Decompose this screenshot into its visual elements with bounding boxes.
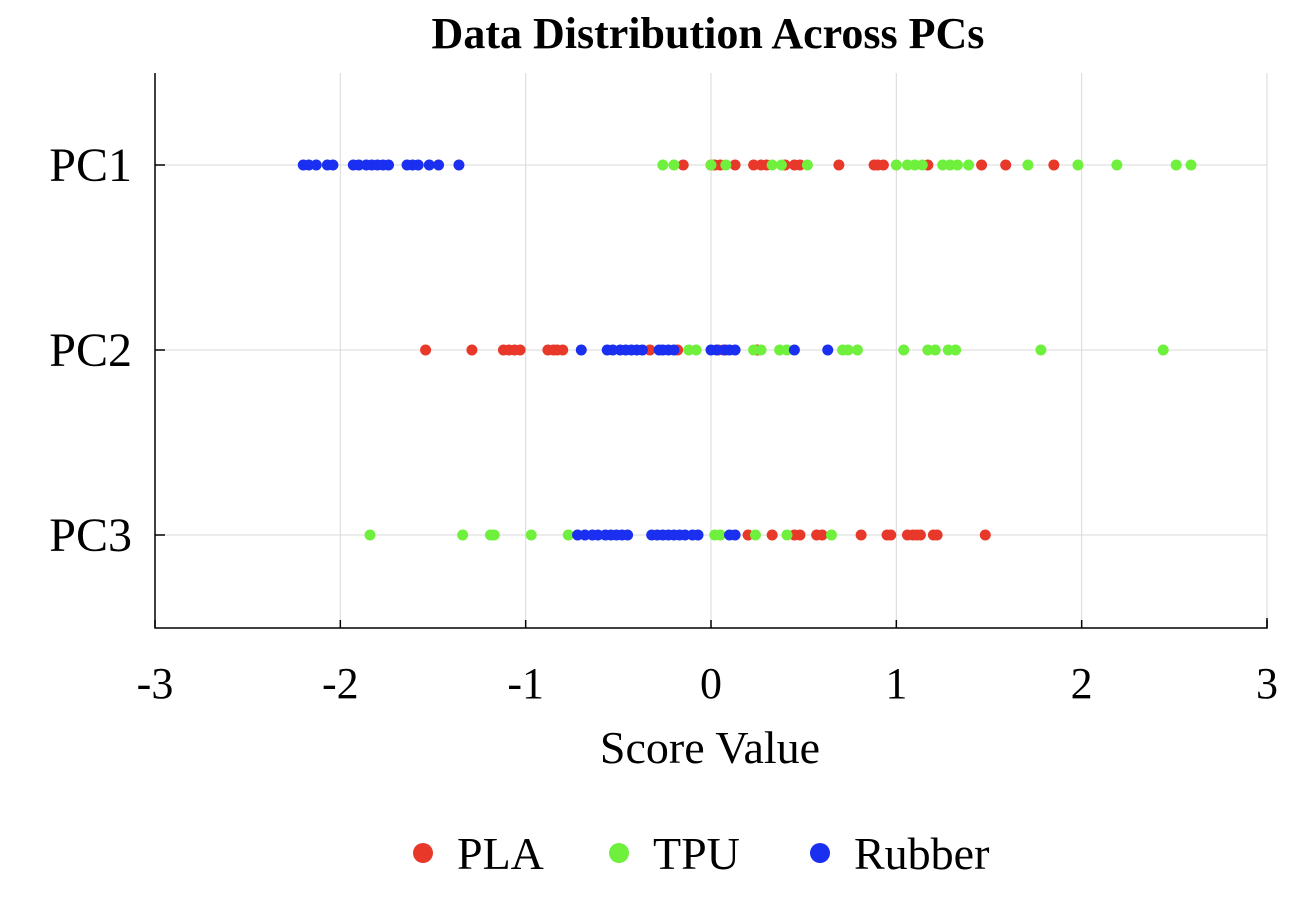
data-point-pla <box>794 529 806 541</box>
data-point-tpu <box>749 529 761 541</box>
data-point-pla <box>466 344 478 356</box>
data-point-rubber <box>433 159 445 171</box>
legend-marker <box>413 843 433 863</box>
data-points <box>297 159 1197 541</box>
data-point-pla <box>514 344 526 356</box>
data-point-tpu <box>1111 159 1123 171</box>
data-point-pla <box>833 159 845 171</box>
x-tick-labels: -3 -2 -1 0 1 2 3 <box>137 659 1278 708</box>
data-point-tpu <box>851 344 863 356</box>
data-point-rubber <box>692 529 704 541</box>
x-axis-label: Score Value <box>600 722 820 773</box>
x-tick-label: -3 <box>137 659 174 708</box>
data-point-tpu <box>1035 344 1047 356</box>
y-tick-label: PC2 <box>49 324 132 377</box>
legend-marker <box>609 843 629 863</box>
data-point-tpu <box>963 159 975 171</box>
legend-label: PLA <box>457 828 544 879</box>
data-point-tpu <box>766 159 778 171</box>
data-point-tpu <box>781 529 793 541</box>
data-point-tpu <box>801 159 813 171</box>
legend-label: TPU <box>653 828 740 879</box>
data-point-tpu <box>775 159 787 171</box>
legend-item-tpu: TPU <box>609 828 740 879</box>
data-point-tpu <box>1022 159 1034 171</box>
data-point-tpu <box>714 529 726 541</box>
data-point-tpu <box>1072 159 1084 171</box>
data-point-pla <box>931 529 943 541</box>
data-point-rubber <box>788 344 800 356</box>
data-point-rubber <box>423 159 435 171</box>
data-point-tpu <box>916 159 928 171</box>
legend-marker <box>810 843 830 863</box>
data-point-tpu <box>457 529 469 541</box>
legend: PLA TPU Rubber <box>413 828 989 879</box>
data-point-pla <box>885 529 897 541</box>
data-point-pla <box>766 529 778 541</box>
data-point-rubber <box>729 344 741 356</box>
data-point-tpu <box>657 159 669 171</box>
data-point-tpu <box>1170 159 1182 171</box>
data-point-rubber <box>383 159 395 171</box>
data-point-rubber <box>310 159 322 171</box>
data-point-pla <box>976 159 988 171</box>
data-point-rubber <box>729 529 741 541</box>
data-point-tpu <box>1157 344 1169 356</box>
data-point-pla <box>677 159 689 171</box>
data-point-rubber <box>453 159 465 171</box>
x-tick-label: 0 <box>700 659 722 708</box>
axes <box>154 73 1268 629</box>
x-tick-label: 1 <box>885 659 907 708</box>
data-point-tpu <box>929 344 941 356</box>
data-point-tpu <box>690 344 702 356</box>
data-point-pla <box>557 344 569 356</box>
data-point-pla <box>1000 159 1012 171</box>
y-tick-label: PC3 <box>49 509 132 562</box>
data-point-pla <box>855 529 867 541</box>
data-point-pla <box>420 344 432 356</box>
data-point-pla <box>979 529 991 541</box>
data-point-rubber <box>412 159 424 171</box>
data-point-tpu <box>364 529 376 541</box>
data-point-pla <box>877 159 889 171</box>
data-point-pla <box>729 159 741 171</box>
data-point-tpu <box>705 159 717 171</box>
data-point-tpu <box>842 344 854 356</box>
y-tick-labels: PC1 PC2 PC3 <box>49 139 132 562</box>
legend-label: Rubber <box>854 828 989 879</box>
data-point-tpu <box>1185 159 1197 171</box>
x-tick-label: 2 <box>1071 659 1093 708</box>
data-point-tpu <box>720 159 732 171</box>
data-point-tpu <box>890 159 902 171</box>
data-point-tpu <box>525 529 537 541</box>
data-point-rubber <box>575 344 587 356</box>
data-point-rubber <box>636 344 648 356</box>
legend-item-rubber: Rubber <box>810 828 989 879</box>
x-tick-label: -1 <box>507 659 544 708</box>
x-tick-label: 3 <box>1256 659 1278 708</box>
data-point-pla <box>914 529 926 541</box>
data-point-tpu <box>668 159 680 171</box>
data-point-pla <box>1048 159 1060 171</box>
chart-title: Data Distribution Across PCs <box>432 9 985 58</box>
data-point-rubber <box>622 529 634 541</box>
data-point-tpu <box>950 344 962 356</box>
data-point-tpu <box>755 344 767 356</box>
data-point-rubber <box>327 159 339 171</box>
y-tick-label: PC1 <box>49 139 132 192</box>
data-point-tpu <box>488 529 500 541</box>
data-point-rubber <box>668 344 680 356</box>
data-point-tpu <box>825 529 837 541</box>
data-point-tpu <box>562 529 574 541</box>
data-point-tpu <box>898 344 910 356</box>
data-point-tpu <box>951 159 963 171</box>
data-point-rubber <box>822 344 834 356</box>
legend-item-pla: PLA <box>413 828 544 879</box>
data-point-pla <box>816 529 828 541</box>
x-tick-label: -2 <box>322 659 359 708</box>
